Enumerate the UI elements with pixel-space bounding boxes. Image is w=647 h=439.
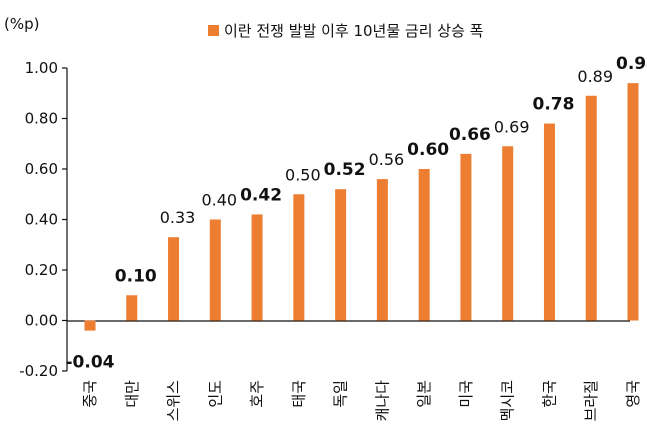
category-label-멕시코: 멕시코 [499,380,517,421]
bar-인도 [209,219,221,321]
value-labels: -0.040.100.330.40 0.420.50 0.520.56 0.600.6… [66,54,647,372]
category-label-독일: 독일 [332,380,350,408]
y-tick-label: 0.20 [25,261,58,279]
value-label-호주: 0.42 [240,185,282,205]
y-tick-label: -0.20 [19,362,58,380]
legend: 이란 전쟁 발발 이후 10년물 금리 상승 폭 [208,22,483,40]
category-label-브라질: 브라질 [582,380,600,421]
category-label-영국: 영국 [624,380,642,408]
value-label-캐나다: 0.56 [369,150,405,169]
bar-한국 [543,123,555,321]
category-label-한국: 한국 [540,380,558,408]
value-label-대만: 0.10 [115,266,157,286]
bar-일본 [418,169,430,321]
value-label-미국: 0.66 [449,125,491,145]
legend-swatch [208,25,219,36]
y-axis-unit-label: (%p) [4,15,39,33]
value-label-일본: 0.60 [407,140,449,160]
category-label-미국: 미국 [457,380,475,408]
value-label-브라질: 0.89 [577,67,613,86]
category-label-중국: 중국 [81,380,99,408]
bar-영국 [627,83,639,321]
category-label-인도: 인도 [206,380,224,408]
bar-대만 [126,295,138,321]
bar-독일 [335,189,347,321]
y-tick-label: 0.00 [25,312,58,330]
value-label-독일: 0.52 [324,160,366,180]
category-label-호주: 호주 [248,380,266,408]
bar-중국 [84,320,96,331]
value-label-인도: 0.40 [201,191,237,210]
bar-태국 [293,194,305,321]
value-label-중국: -0.04 [66,353,115,373]
value-label-멕시코: 0.69 [494,117,530,136]
bars [84,83,639,331]
category-label-캐나다: 캐나다 [373,380,391,422]
category-label-스위스: 스위스 [165,380,183,422]
legend-label: 이란 전쟁 발발 이후 10년물 금리 상승 폭 [224,22,483,40]
bar-스위스 [168,237,180,321]
category-label-태국: 태국 [290,380,308,408]
value-label-한국: 0.78 [532,95,574,115]
value-label-태국: 0.50 [285,165,321,184]
y-tick-label: 0.80 [25,110,58,128]
category-label-대만: 대만 [123,380,141,408]
y-tick-label: 1.00 [25,59,58,77]
y-tick-label: 0.60 [25,160,58,178]
bar-멕시코 [502,146,514,321]
y-axis-ticks: 1.00 0.80 0.60 0.40 0.20 0.00 -0.20 [19,59,67,380]
value-label-스위스: 0.33 [160,208,196,227]
bar-캐나다 [376,179,388,321]
bar-브라질 [585,95,597,321]
bar-미국 [460,153,472,321]
bar-호주 [251,214,263,321]
y-tick-label: 0.40 [25,211,58,229]
category-label-일본: 일본 [415,380,433,408]
value-label-영국: 0.94 [616,54,647,74]
category-labels: 중국 대만 스위스 인도 호주 태국 독일 캐나다 일본 미국 멕시코 한국 브라질 영국 [81,380,642,422]
